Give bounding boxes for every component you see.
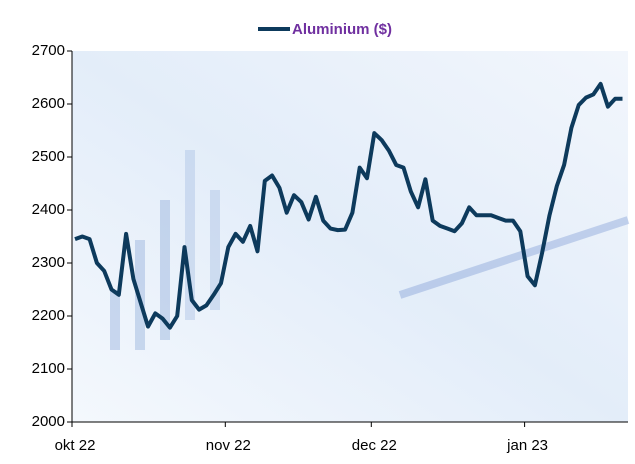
y-tick-label: 2100 (32, 360, 65, 377)
x-tick-label: dec 22 (352, 437, 397, 454)
y-tick-label: 2200 (32, 307, 65, 324)
y-tick-label: 2700 (32, 42, 65, 59)
y-tick-label: 2300 (32, 254, 65, 271)
y-tick-label: 2500 (32, 148, 65, 165)
y-tick-label: 2600 (32, 95, 65, 112)
plot-background (72, 51, 628, 422)
x-tick-label: okt 22 (55, 437, 96, 454)
y-tick-label: 2400 (32, 201, 65, 218)
y-tick-label: 2000 (32, 413, 65, 430)
data-line (74, 81, 623, 330)
x-tick-label: nov 22 (206, 437, 251, 454)
legend-label: Aluminium ($) (292, 21, 392, 38)
x-tick-label: jan 23 (506, 437, 548, 454)
